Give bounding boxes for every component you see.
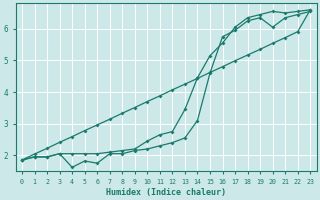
X-axis label: Humidex (Indice chaleur): Humidex (Indice chaleur) [106,188,226,197]
